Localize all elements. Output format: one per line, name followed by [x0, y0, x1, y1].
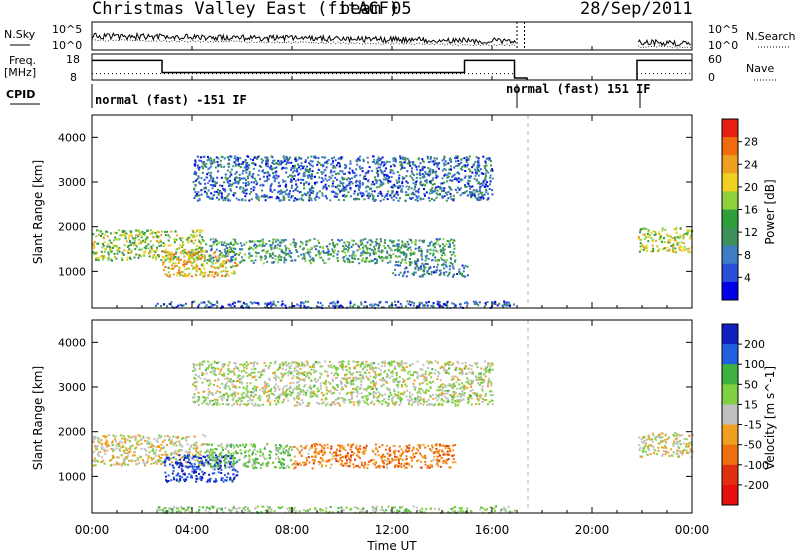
power-ylabel: Slant Range [km] — [31, 160, 45, 264]
power-echo-region — [637, 226, 694, 254]
power-colorbar-tick: 12 — [744, 226, 758, 239]
power-echo-region — [392, 262, 469, 278]
power-colorbar-label: Power [dB] — [763, 179, 777, 244]
velocity-colorbar-tick: 100 — [744, 358, 765, 371]
cpid-segment-2: normal (fast) 151 IF — [506, 82, 651, 96]
time-tick-label: 08:00 — [275, 523, 310, 537]
time-axis-label: Time UT — [366, 539, 417, 553]
time-tick-label: 04:00 — [175, 523, 210, 537]
power-colorbar-tick: 28 — [744, 136, 758, 149]
power-colorbar-tick: 24 — [744, 158, 758, 171]
velocity-colorbar-tick: 50 — [744, 378, 758, 391]
power-ytick-label: 1000 — [58, 265, 86, 278]
time-tick-label: 00:00 — [75, 523, 110, 537]
time-axis: 00:00 04:00 08:00 12:00 16:00 20:00 00:00 — [75, 46, 710, 537]
noise-panel: N.Sky 10^5 10^0 10^5 10^0 N.Search — [4, 21, 796, 52]
time-tick-label: 12:00 — [375, 523, 410, 537]
velocity-colorbar-tick: 15 — [744, 398, 758, 411]
noise-tick-lower-right: 10^0 — [708, 39, 738, 52]
nsky-label: N.Sky — [4, 28, 36, 41]
freq-label: Freq. — [9, 54, 36, 67]
velocity-colorbar-label: Velocity [m s^-1] — [763, 366, 777, 470]
velocity-echo-region — [293, 442, 457, 470]
velocity-echo-region — [638, 431, 694, 459]
beam-label: beam 05 — [340, 0, 412, 19]
velocity-ytick-label: 1000 — [58, 470, 86, 483]
power-colorbar-tick: 8 — [744, 249, 751, 262]
frequency-panel: Freq. [MHz] 18 8 60 0 Nave — [4, 53, 776, 84]
velocity-ytick-label: 3000 — [58, 381, 86, 394]
power-ytick-label: 2000 — [58, 221, 86, 234]
noise-tick-lower-left: 10^0 — [52, 39, 82, 52]
power-echo-region — [162, 249, 239, 278]
freq-tick-18: 18 — [66, 53, 80, 66]
power-ytick-label: 4000 — [58, 131, 86, 144]
cpid-segment-1: normal (fast) -151 IF — [95, 93, 247, 107]
velocity-echo-region — [163, 454, 239, 483]
nave-tick-0: 0 — [708, 71, 715, 84]
nave-tick-60: 60 — [708, 53, 722, 66]
velocity-ytick-label: 4000 — [58, 336, 86, 349]
velocity-colorbar-tick: -200 — [744, 479, 769, 492]
cpid-panel: CPID normal (fast) -151 IF normal (fast)… — [6, 82, 651, 108]
power-colorbar-tick: 16 — [744, 204, 758, 217]
velocity-ytick-label: 2000 — [58, 426, 86, 439]
power-panel: 1000 2000 3000 4000 Slant Range [km] 4 8 12 16… — [31, 114, 777, 310]
time-tick-label: 20:00 — [575, 523, 610, 537]
cpid-label: CPID — [6, 88, 35, 101]
nsearch-trace — [91, 38, 691, 49]
station-title: Christmas Valley East (fitACF) — [92, 0, 399, 19]
noise-tick-upper-left: 10^5 — [52, 23, 82, 36]
power-echo-region — [92, 229, 206, 263]
velocity-colorbar-tick: -50 — [744, 439, 762, 452]
power-echo-region — [192, 155, 494, 202]
power-colorbar-tick: 20 — [744, 181, 758, 194]
velocity-colorbar-tick: -15 — [744, 419, 762, 432]
nsky-trace — [91, 31, 692, 47]
nave-label: Nave — [746, 62, 774, 75]
velocity-colorbar — [721, 323, 739, 506]
velocity-colorbar-tick: 200 — [744, 338, 765, 351]
power-colorbar — [721, 118, 739, 301]
velocity-echo-region — [205, 442, 294, 470]
noise-tick-upper-right: 10^5 — [708, 23, 738, 36]
velocity-panel: 1000 2000 3000 4000 Slant Range [km] 200 100… — [31, 319, 777, 515]
freq-unit: [MHz] — [4, 66, 36, 79]
date-label: 28/Sep/2011 — [580, 0, 693, 19]
power-echo-region — [205, 237, 457, 265]
time-tick-label: 00:00 — [675, 523, 710, 537]
nsearch-label: N.Search — [746, 30, 796, 43]
freq-tick-8: 8 — [70, 71, 77, 84]
velocity-echo-region — [192, 360, 494, 407]
time-tick-label: 16:00 — [475, 523, 510, 537]
velocity-colorbar-tick: -100 — [744, 459, 769, 472]
power-colorbar-tick: 4 — [744, 271, 751, 284]
power-ytick-label: 3000 — [58, 176, 86, 189]
velocity-ylabel: Slant Range [km] — [31, 366, 45, 470]
